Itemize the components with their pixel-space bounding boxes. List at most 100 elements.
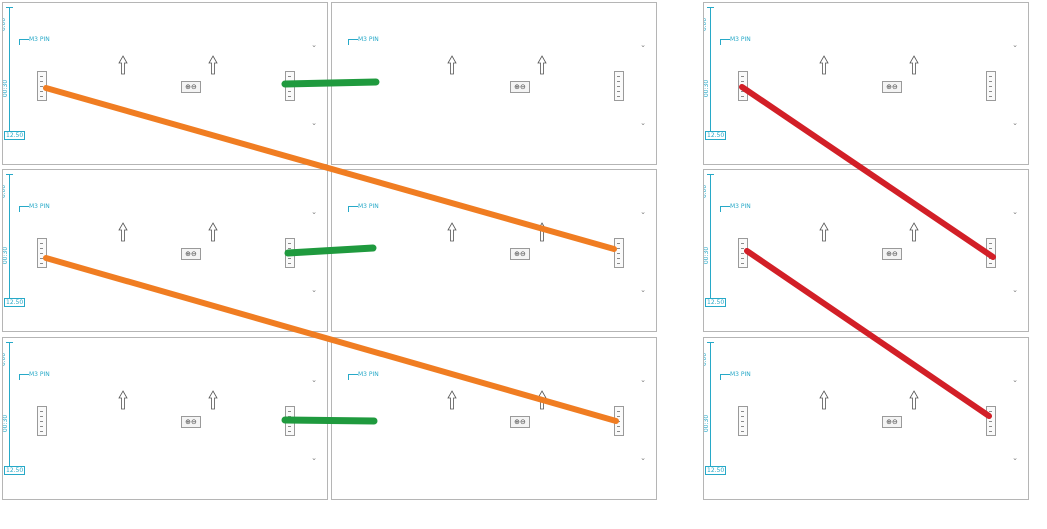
pin-label: M3 PIN xyxy=(29,203,50,210)
slot-tick xyxy=(617,416,620,417)
slot-tick xyxy=(288,426,291,427)
slot-tick xyxy=(288,263,291,264)
up-arrow-icon xyxy=(118,390,128,410)
left-connector-slot[interactable] xyxy=(37,406,47,436)
panel-row3-single: 6.00 00:30 12.50 M3 PIN ⊕⊖ ⌄ ⌄ xyxy=(703,337,1029,500)
up-arrow-icon xyxy=(447,390,457,410)
slot-tick xyxy=(40,263,43,264)
corner-glyph-top: ⌄ xyxy=(311,376,317,384)
axis-cap-top xyxy=(6,174,13,175)
up-arrow-icon xyxy=(208,222,218,242)
up-arrow-icon xyxy=(819,222,829,242)
zoom-control[interactable]: ⊕⊖ xyxy=(181,81,201,93)
pin-label: M3 PIN xyxy=(730,36,751,43)
right-connector-slot[interactable] xyxy=(986,71,996,101)
pin-label: M3 PIN xyxy=(29,36,50,43)
slot-tick xyxy=(617,76,620,77)
zoom-control[interactable]: ⊕⊖ xyxy=(510,81,530,93)
left-connector-slot[interactable] xyxy=(37,238,47,268)
slot-tick xyxy=(741,81,744,82)
right-connector-slot[interactable] xyxy=(614,71,624,101)
up-arrow-icon xyxy=(118,222,128,242)
corner-glyph-top: ⌄ xyxy=(640,208,646,216)
slot-tick xyxy=(617,81,620,82)
pin-leader-line xyxy=(19,39,29,45)
slot-tick xyxy=(40,81,43,82)
green-connection-row1-left-to-row1-right xyxy=(281,78,380,88)
orange-connection-row2-left-to-row3-right xyxy=(43,255,619,424)
slot-tick xyxy=(288,96,291,97)
slot-tick xyxy=(617,248,620,249)
left-connector-slot[interactable] xyxy=(738,406,748,436)
slot-tick xyxy=(40,258,43,259)
up-arrow-icon xyxy=(909,55,919,75)
axis-cap-top xyxy=(6,342,13,343)
zoom-control[interactable]: ⊕⊖ xyxy=(510,416,530,428)
up-arrow-icon xyxy=(909,222,919,242)
slot-tick xyxy=(989,263,992,264)
slot-tick xyxy=(40,76,43,77)
slot-tick xyxy=(989,248,992,249)
slot-tick xyxy=(989,76,992,77)
zoom-control[interactable]: ⊕⊖ xyxy=(181,416,201,428)
slot-tick xyxy=(989,243,992,244)
corner-glyph-bottom: ⌄ xyxy=(311,119,317,127)
orange-connection-row1-left-to-row2-right xyxy=(43,85,617,252)
green-connection-row3-left-to-row3-right xyxy=(281,416,378,425)
vertical-axis xyxy=(9,342,10,470)
corner-glyph-bottom: ⌄ xyxy=(1012,119,1018,127)
zoom-control[interactable]: ⊕⊖ xyxy=(882,81,902,93)
zoom-control[interactable]: ⊕⊖ xyxy=(510,248,530,260)
zoom-control[interactable]: ⊕⊖ xyxy=(882,416,902,428)
axis-bottom-label: 12.50 xyxy=(4,466,26,475)
corner-glyph-bottom: ⌄ xyxy=(1012,286,1018,294)
pin-leader-line xyxy=(720,206,730,212)
vertical-axis xyxy=(710,342,711,470)
slot-tick xyxy=(288,243,291,244)
corner-glyph-bottom: ⌄ xyxy=(640,119,646,127)
up-arrow-icon xyxy=(208,55,218,75)
slot-tick xyxy=(40,426,43,427)
slot-tick xyxy=(617,91,620,92)
slot-tick xyxy=(741,421,744,422)
axis-bottom-label: 12.50 xyxy=(4,298,26,307)
panel-row3-left: 6.00 00:30 12.50 M3 PIN ⊕⊖ ⌄ ⌄ xyxy=(2,337,328,500)
slot-tick xyxy=(40,248,43,249)
pin-label: M3 PIN xyxy=(730,203,751,210)
red-connection-row2-single-to-row3-single xyxy=(744,248,992,419)
slot-tick xyxy=(989,81,992,82)
slot-tick xyxy=(741,426,744,427)
axis-bottom-label: 12.50 xyxy=(705,298,727,307)
slot-tick xyxy=(288,258,291,259)
corner-glyph-top: ⌄ xyxy=(311,41,317,49)
slot-tick xyxy=(617,263,620,264)
axis-bottom-label: 12.50 xyxy=(705,131,727,140)
up-arrow-icon xyxy=(819,390,829,410)
slot-tick xyxy=(989,96,992,97)
pin-leader-line xyxy=(348,374,358,380)
up-arrow-icon xyxy=(118,55,128,75)
slot-tick xyxy=(288,76,291,77)
slot-tick xyxy=(40,431,43,432)
pin-label: M3 PIN xyxy=(29,371,50,378)
up-arrow-icon xyxy=(819,55,829,75)
slot-tick xyxy=(40,91,43,92)
slot-tick xyxy=(741,263,744,264)
axis-cap-top xyxy=(6,7,13,8)
slot-tick xyxy=(617,426,620,427)
pin-label: M3 PIN xyxy=(358,36,379,43)
pin-leader-line xyxy=(348,39,358,45)
corner-glyph-bottom: ⌄ xyxy=(1012,454,1018,462)
corner-glyph-bottom: ⌄ xyxy=(640,454,646,462)
slot-tick xyxy=(40,421,43,422)
corner-glyph-top: ⌄ xyxy=(311,208,317,216)
right-connector-slot[interactable] xyxy=(614,238,624,268)
zoom-control[interactable]: ⊕⊖ xyxy=(882,248,902,260)
slot-tick xyxy=(741,411,744,412)
slot-tick xyxy=(989,411,992,412)
corner-glyph-top: ⌄ xyxy=(1012,376,1018,384)
zoom-control[interactable]: ⊕⊖ xyxy=(181,248,201,260)
slot-tick xyxy=(989,86,992,87)
